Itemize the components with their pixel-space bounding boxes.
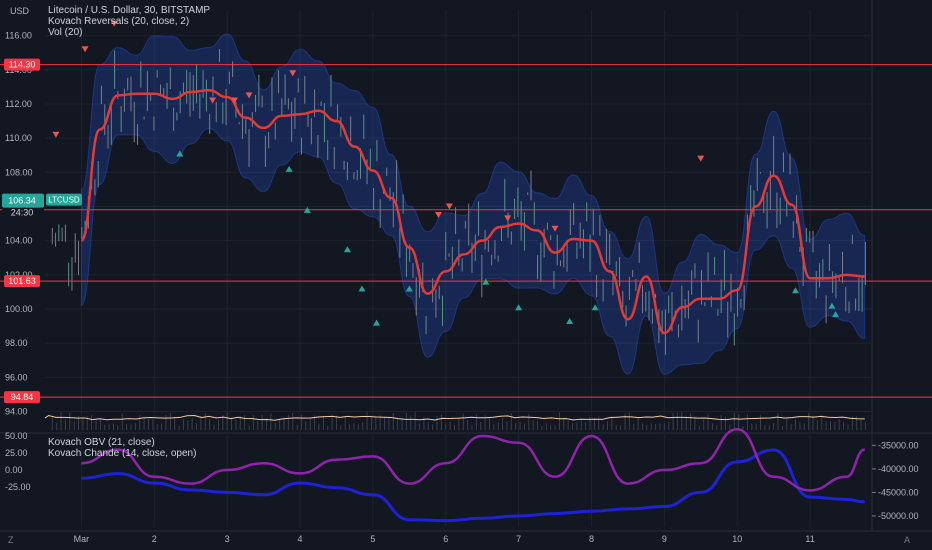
countdown-bg <box>2 207 44 218</box>
volume-ma-line <box>44 415 865 421</box>
down-marker <box>245 92 253 99</box>
up-marker <box>405 285 413 292</box>
up-marker <box>303 206 311 213</box>
countdown-label: 24:30 <box>11 208 34 218</box>
obv-tick-label: -50000.00 <box>878 511 919 521</box>
horizontal-levels <box>0 64 932 398</box>
y-tick-label: 100.00 <box>5 304 33 314</box>
up-marker <box>832 311 840 318</box>
y-tick-label: 108.00 <box>5 167 33 177</box>
up-marker <box>566 317 574 324</box>
down-marker <box>504 215 512 222</box>
reversal-legend[interactable]: Kovach Reversals (20, close, 2) <box>48 16 190 27</box>
x-tick-label: 5 <box>370 534 375 544</box>
up-marker <box>343 246 351 253</box>
chande-tick-label: -25.00 <box>5 482 31 492</box>
symbol-title[interactable]: Litecoin / U.S. Dollar, 30, BITSTAMP <box>48 5 211 16</box>
reversal-line <box>80 89 865 335</box>
down-marker <box>230 97 238 104</box>
level-label: 94.84 <box>11 392 34 402</box>
level-label: 114.30 <box>9 60 36 70</box>
obv-tick-label: -35000.00 <box>878 440 919 450</box>
y-tick-label: 116.00 <box>5 31 32 41</box>
level-label-bg <box>4 275 40 288</box>
down-marker <box>445 203 453 210</box>
level-label-bg <box>4 58 40 71</box>
up-marker <box>285 165 293 172</box>
y-tick-label: 110.00 <box>5 133 32 143</box>
up-marker <box>591 304 599 311</box>
x-tick-label: 2 <box>152 534 157 544</box>
lower-legend: Kovach OBV (21, close) Kovach Chande (14… <box>48 437 196 459</box>
chande-tick-label: 50.00 <box>5 431 28 441</box>
x-tick-label: 7 <box>516 534 521 544</box>
x-tick-label: 4 <box>298 534 303 544</box>
up-marker <box>176 150 184 157</box>
band-area <box>80 33 866 375</box>
up-marker <box>373 319 381 326</box>
down-marker <box>209 97 217 104</box>
up-marker <box>482 278 490 285</box>
up-marker <box>515 304 523 311</box>
chande-line <box>81 427 866 492</box>
down-marker <box>110 20 118 27</box>
x-tick-label: Mar <box>74 534 90 544</box>
reversal-markers <box>52 20 840 326</box>
symbol-label: LTCUSD <box>48 196 80 205</box>
x-tick-label: 9 <box>662 534 667 544</box>
current-price-label: 106.34 <box>8 196 36 206</box>
x-tick-label: 10 <box>732 534 742 544</box>
level-label-bg <box>4 391 40 404</box>
level-label: 101.63 <box>8 276 36 286</box>
up-marker <box>358 285 366 292</box>
volume-bars <box>44 412 866 430</box>
chande-legend[interactable]: Kovach Chande (14, close, open) <box>48 448 197 459</box>
x-tick-label: 11 <box>805 534 814 544</box>
obv-line <box>81 448 865 523</box>
obv-tick-label: -40000.00 <box>878 464 919 474</box>
down-marker <box>52 131 60 138</box>
zoom-icon: Z <box>8 535 14 545</box>
x-tick-label: 8 <box>589 534 594 544</box>
y-tick-label: 98.00 <box>5 338 28 348</box>
obv-tick-label: -45000.00 <box>878 487 919 497</box>
price-band <box>80 33 866 375</box>
main-legend: Litecoin / U.S. Dollar, 30, BITSTAMP Kov… <box>48 5 210 38</box>
x-tick-label: 6 <box>443 534 448 544</box>
volume-legend[interactable]: Vol (20) <box>48 27 83 38</box>
up-marker <box>791 287 799 294</box>
symbol-label-bg <box>46 193 82 206</box>
down-marker <box>697 155 705 162</box>
y-tick-label: 94.00 <box>5 406 28 416</box>
y-tick-label: 112.00 <box>5 99 32 109</box>
y-tick-label: 104.00 <box>5 236 33 246</box>
down-marker <box>81 46 89 53</box>
down-marker <box>551 225 559 232</box>
grid-lines <box>0 0 932 532</box>
auto-scale-icon: A <box>904 535 910 545</box>
y-tick-label: 102.00 <box>5 270 33 280</box>
down-marker <box>434 212 442 219</box>
chande-tick-label: 0.00 <box>5 465 23 475</box>
up-marker <box>828 302 836 309</box>
obv-legend[interactable]: Kovach OBV (21, close) <box>48 437 155 448</box>
price-label-bg <box>2 193 44 208</box>
chande-tick-label: 25.00 <box>5 448 28 458</box>
reversal-line-path <box>80 89 865 335</box>
down-marker <box>289 70 297 77</box>
lower-pane-lines <box>81 427 866 523</box>
currency-label: USD <box>10 6 30 16</box>
y-tick-label: 96.00 <box>5 372 28 382</box>
x-tick-label: 3 <box>225 534 230 544</box>
